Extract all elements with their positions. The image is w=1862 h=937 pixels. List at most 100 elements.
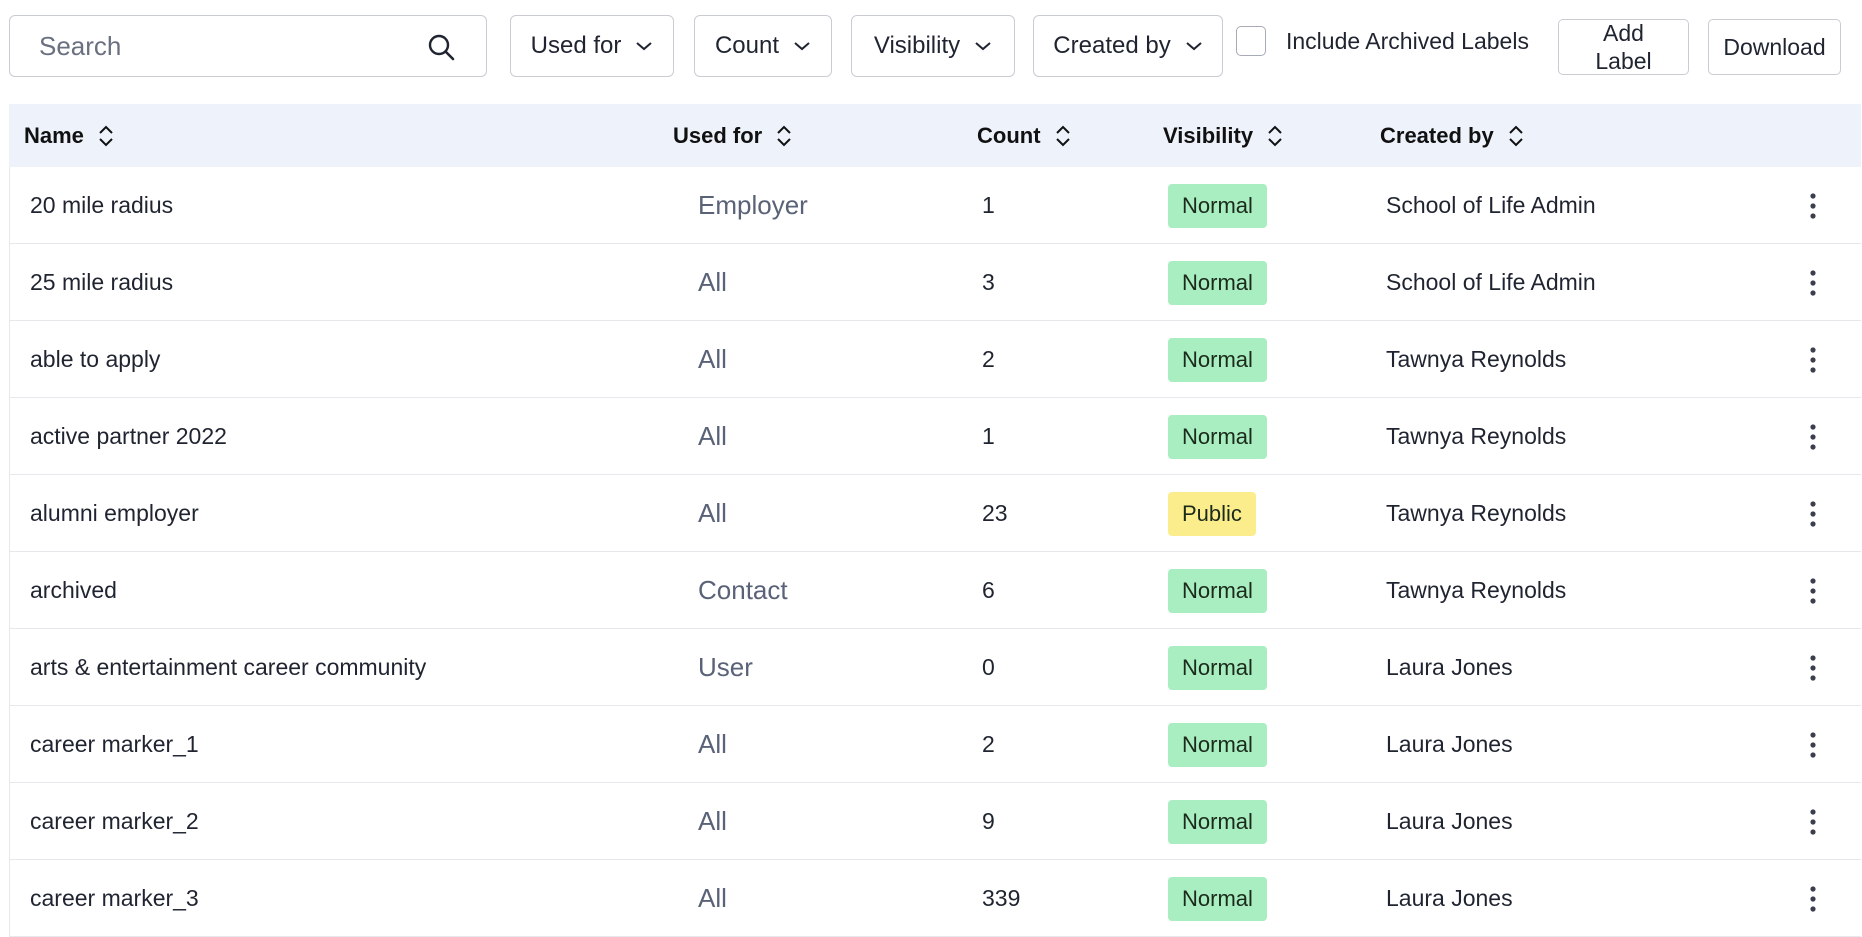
chevron-down-icon	[1186, 42, 1202, 51]
count-filter-label: Count	[714, 32, 780, 59]
visibility-badge: Public	[1168, 491, 1256, 536]
table-body: 20 mile radius Employer 1 Normal School …	[9, 167, 1861, 937]
include-archived-checkbox[interactable]	[1236, 26, 1266, 56]
used-for-filter-label: Used for	[530, 32, 622, 59]
chevron-down-icon	[975, 42, 991, 51]
sort-icon	[1509, 125, 1523, 146]
more-options-icon[interactable]	[1809, 346, 1817, 374]
created-by-value: Tawnya Reynolds	[1386, 346, 1567, 372]
created-by-value: Laura Jones	[1386, 731, 1513, 757]
table-row[interactable]: arts & entertainment career community Us…	[9, 629, 1861, 706]
count-filter-dropdown[interactable]: Count	[694, 15, 832, 77]
count-value: 9	[982, 808, 995, 834]
count-value: 339	[982, 885, 1021, 911]
table-row[interactable]: career marker_1 All 2 Normal Laura Jones	[9, 706, 1861, 783]
label-name: active partner 2022	[30, 423, 227, 449]
column-header-label: Count	[977, 122, 1041, 148]
labels-table: Name Used for Count Visibility Created b…	[9, 104, 1861, 937]
used-for-value: All	[698, 729, 727, 759]
download-button[interactable]: Download	[1708, 19, 1841, 75]
visibility-badge: Normal	[1168, 876, 1267, 921]
used-for-value: All	[698, 806, 727, 836]
table-row[interactable]: 25 mile radius All 3 Normal School of Li…	[9, 244, 1861, 321]
download-label: Download	[1723, 34, 1826, 60]
label-name: career marker_2	[30, 808, 199, 834]
column-header-count[interactable]: Count	[977, 104, 1071, 167]
label-name: career marker_1	[30, 731, 199, 757]
search-icon[interactable]	[426, 32, 456, 62]
count-value: 23	[982, 500, 1008, 526]
label-name: arts & entertainment career community	[30, 654, 427, 680]
count-value: 3	[982, 269, 995, 295]
label-name: alumni employer	[30, 500, 199, 526]
created-by-value: Tawnya Reynolds	[1386, 500, 1567, 526]
more-options-icon[interactable]	[1809, 269, 1817, 297]
toolbar: Used for Count Visibility Created by Inc…	[0, 0, 1862, 96]
created-by-value: Laura Jones	[1386, 885, 1513, 911]
used-for-value: All	[698, 344, 727, 374]
table-row[interactable]: 20 mile radius Employer 1 Normal School …	[9, 167, 1861, 244]
sort-icon	[1055, 125, 1070, 146]
sort-icon	[777, 125, 791, 146]
created-by-filter-dropdown[interactable]: Created by	[1033, 15, 1223, 77]
visibility-filter-label: Visibility	[873, 32, 961, 59]
column-header-label: Visibility	[1163, 122, 1254, 148]
column-header-created-by[interactable]: Created by	[1380, 104, 1524, 167]
count-value: 0	[982, 654, 995, 680]
more-options-icon[interactable]	[1809, 731, 1817, 759]
count-value: 2	[982, 346, 995, 372]
used-for-filter-dropdown[interactable]: Used for	[510, 15, 674, 77]
table-row[interactable]: active partner 2022 All 1 Normal Tawnya …	[9, 398, 1861, 475]
count-value: 6	[982, 577, 995, 603]
count-value: 1	[982, 192, 995, 218]
table-row[interactable]: career marker_2 All 9 Normal Laura Jones	[9, 783, 1861, 860]
include-archived-toggle: Include Archived Labels	[1236, 26, 1529, 56]
column-header-label: Created by	[1380, 122, 1494, 148]
visibility-badge: Normal	[1168, 260, 1267, 305]
search-input[interactable]	[37, 29, 421, 63]
table-row[interactable]: able to apply All 2 Normal Tawnya Reynol…	[9, 321, 1861, 398]
chevron-down-icon	[636, 42, 652, 51]
used-for-value: All	[698, 883, 727, 913]
table-row[interactable]: archived Contact 6 Normal Tawnya Reynold…	[9, 552, 1861, 629]
created-by-value: School of Life Admin	[1386, 269, 1596, 295]
sort-icon	[1268, 125, 1282, 146]
search-box[interactable]	[9, 15, 487, 77]
add-label-button[interactable]: Add Label	[1558, 19, 1689, 75]
more-options-icon[interactable]	[1809, 192, 1817, 220]
count-value: 1	[982, 423, 995, 449]
used-for-value: All	[698, 498, 727, 528]
add-label-text-line1: Add	[1603, 20, 1644, 46]
table-header: Name Used for Count Visibility Created b…	[9, 104, 1861, 167]
column-header-label: Used for	[673, 122, 763, 148]
created-by-value: Laura Jones	[1386, 808, 1513, 834]
label-name: archived	[30, 577, 117, 603]
visibility-badge: Normal	[1168, 337, 1267, 382]
column-header-visibility[interactable]: Visibility	[1163, 104, 1283, 167]
used-for-value: Contact	[698, 575, 788, 605]
more-options-icon[interactable]	[1809, 885, 1817, 913]
created-by-value: Tawnya Reynolds	[1386, 577, 1567, 603]
more-options-icon[interactable]	[1809, 654, 1817, 682]
visibility-badge: Normal	[1168, 799, 1267, 844]
visibility-badge: Normal	[1168, 722, 1267, 767]
visibility-filter-dropdown[interactable]: Visibility	[851, 15, 1015, 77]
table-row[interactable]: alumni employer All 23 Public Tawnya Rey…	[9, 475, 1861, 552]
visibility-badge: Normal	[1168, 183, 1267, 228]
table-row[interactable]: career marker_3 All 339 Normal Laura Jon…	[9, 860, 1861, 937]
label-name: career marker_3	[30, 885, 199, 911]
count-value: 2	[982, 731, 995, 757]
column-header-used-for[interactable]: Used for	[673, 104, 792, 167]
used-for-value: All	[698, 421, 727, 451]
column-header-name[interactable]: Name	[24, 104, 114, 167]
created-by-value: School of Life Admin	[1386, 192, 1596, 218]
visibility-badge: Normal	[1168, 645, 1267, 690]
used-for-value: User	[698, 652, 753, 682]
add-label-text-line2: Label	[1595, 48, 1652, 74]
more-options-icon[interactable]	[1809, 808, 1817, 836]
chevron-down-icon	[794, 42, 810, 51]
more-options-icon[interactable]	[1809, 577, 1817, 605]
visibility-badge: Normal	[1168, 414, 1267, 459]
more-options-icon[interactable]	[1809, 423, 1817, 451]
more-options-icon[interactable]	[1809, 500, 1817, 528]
